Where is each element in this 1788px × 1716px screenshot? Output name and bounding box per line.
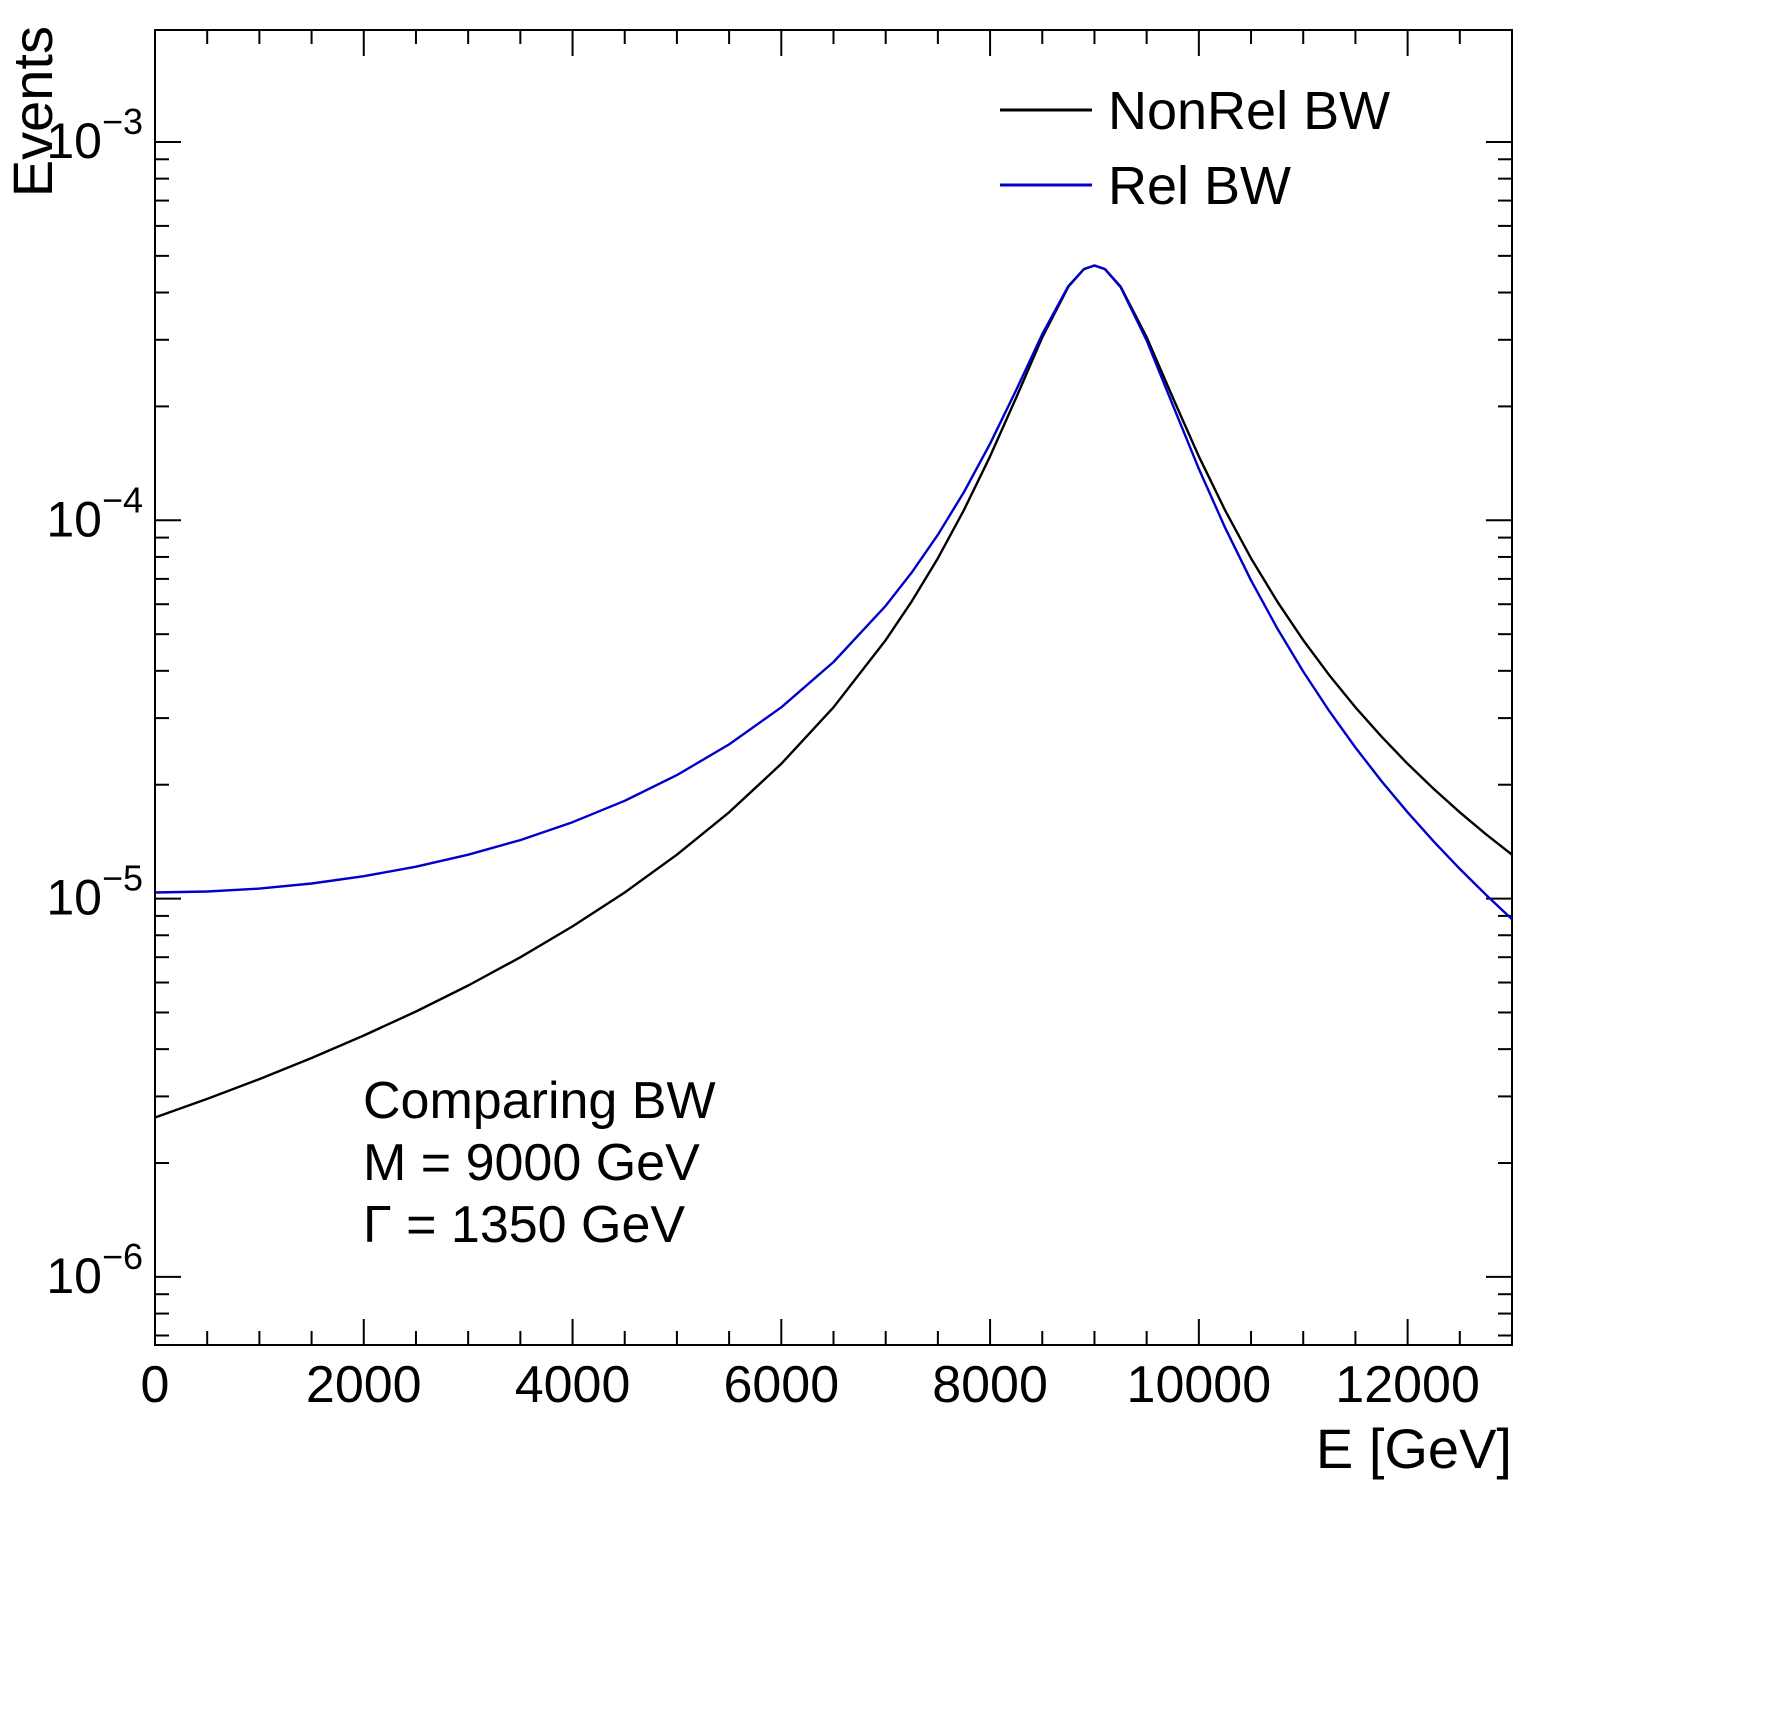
y-tick-label: 10−5 xyxy=(46,858,143,926)
annotation: Comparing BW M = 9000 GeV Γ = 1350 GeV xyxy=(363,1072,716,1254)
legend-label-rel-bw: Rel BW xyxy=(1108,156,1291,216)
axis-ticks xyxy=(154,30,1513,1345)
series-rel-bw xyxy=(154,264,1513,921)
x-tick-label: 12000 xyxy=(1335,1356,1480,1414)
y-axis-title: Events xyxy=(1,26,64,197)
x-tick-label: 4000 xyxy=(515,1356,631,1414)
x-tick-label: 10000 xyxy=(1127,1356,1272,1414)
x-tick-label: 2000 xyxy=(306,1356,422,1414)
series-nonrel-bw xyxy=(154,264,1513,1119)
y-tick-label: 10−3 xyxy=(46,101,143,169)
y-tick-label: 10−6 xyxy=(46,1236,143,1304)
x-tick-label: 8000 xyxy=(932,1356,1048,1414)
x-tick-label: 6000 xyxy=(723,1356,839,1414)
y-tick-label: 10−4 xyxy=(46,479,143,547)
legend-label-nonrel-bw: NonRel BW xyxy=(1108,81,1390,141)
plot-area: 0 2000 4000 6000 8000 10000 12000 10−6 10−5 10−4 1… xyxy=(46,29,1513,1414)
legend: NonRel BW Rel BW xyxy=(1000,81,1390,216)
plot-frame xyxy=(154,29,1513,1346)
annotation-line-width: Γ = 1350 GeV xyxy=(363,1196,685,1254)
x-tick-label: 0 xyxy=(141,1356,170,1414)
annotation-line-mass: M = 9000 GeV xyxy=(363,1134,700,1192)
annotation-line-title: Comparing BW xyxy=(363,1072,716,1130)
x-axis-title: E [GeV] xyxy=(1316,1417,1512,1480)
